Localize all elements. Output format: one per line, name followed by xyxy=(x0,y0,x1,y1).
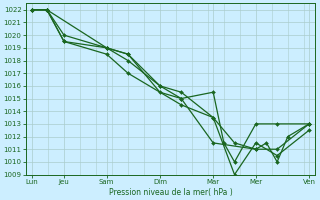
X-axis label: Pression niveau de la mer( hPa ): Pression niveau de la mer( hPa ) xyxy=(109,188,232,197)
